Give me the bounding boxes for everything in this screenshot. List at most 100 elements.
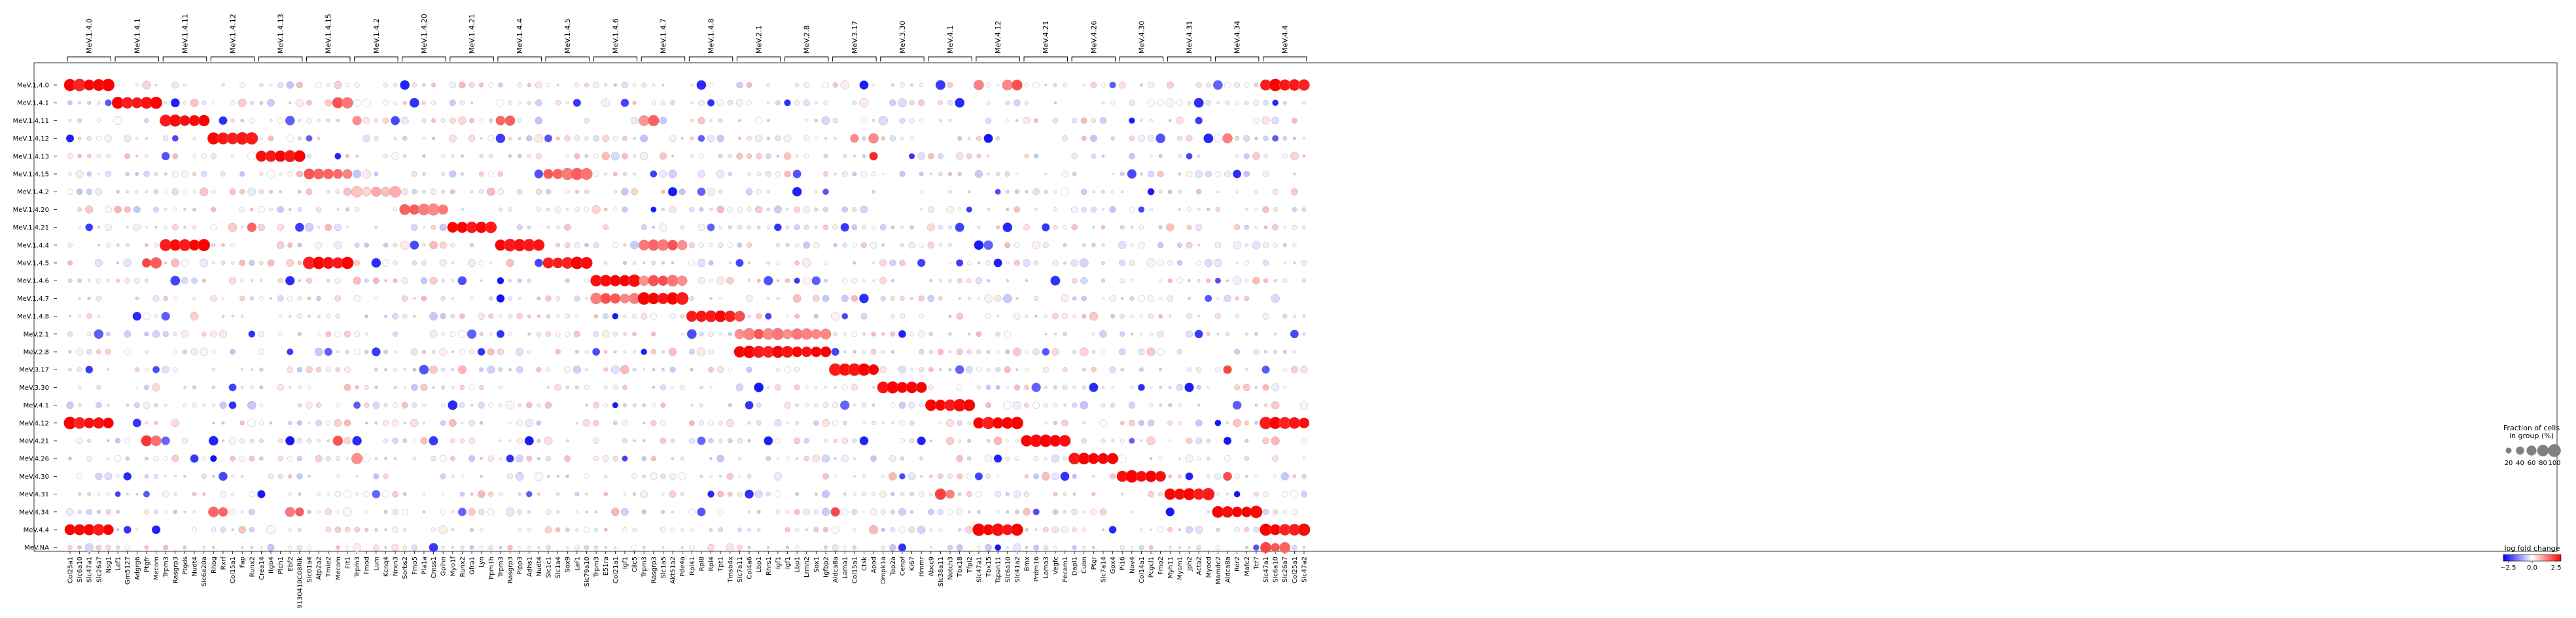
dot — [354, 242, 360, 248]
dot — [852, 438, 857, 443]
dot — [995, 188, 1001, 195]
dot — [374, 421, 378, 425]
gene-label: Nudt4 — [192, 557, 199, 576]
dot — [604, 83, 608, 87]
dot — [612, 402, 619, 409]
dot — [803, 508, 810, 515]
dot — [728, 154, 732, 158]
dot — [526, 135, 533, 142]
dot — [1034, 118, 1038, 123]
dot — [1063, 492, 1067, 496]
dot — [938, 153, 944, 160]
dot — [613, 83, 617, 87]
gene-label: Lef1 — [115, 557, 122, 570]
dot — [1206, 332, 1210, 336]
dot — [429, 330, 438, 338]
dot — [296, 170, 303, 178]
gene-label: Lum — [373, 557, 380, 570]
dot — [679, 188, 686, 196]
dot — [708, 420, 715, 426]
dot — [938, 243, 943, 247]
dot — [1168, 403, 1173, 407]
dot — [200, 171, 207, 177]
dot — [469, 545, 474, 550]
dot — [1158, 154, 1163, 158]
dot — [1262, 313, 1269, 320]
dot — [767, 297, 770, 300]
dot — [288, 528, 292, 532]
dot — [803, 135, 810, 141]
dot — [295, 99, 304, 107]
dot — [881, 421, 885, 424]
group-label: MeV.4.21 — [1042, 21, 1050, 54]
dot — [487, 348, 495, 356]
dot — [1225, 100, 1230, 105]
dot — [383, 438, 388, 443]
dot — [1273, 474, 1277, 479]
dot — [662, 84, 665, 86]
dot — [1091, 350, 1096, 354]
dot — [1207, 510, 1210, 514]
dot — [507, 100, 513, 105]
group-bracket — [67, 56, 111, 61]
dot — [534, 169, 544, 179]
dot — [353, 277, 361, 285]
dot — [68, 368, 72, 371]
dot — [632, 492, 637, 496]
dot — [1293, 172, 1296, 176]
dot — [363, 490, 370, 498]
dot — [374, 528, 378, 532]
dot — [945, 436, 955, 445]
dot — [124, 135, 132, 143]
dot — [1080, 347, 1089, 356]
group-label: MeV.1.4.15 — [325, 14, 333, 54]
group-bracket — [1263, 56, 1307, 61]
dot — [1053, 101, 1057, 105]
dot — [488, 491, 494, 497]
dot — [1195, 116, 1203, 125]
dot — [987, 172, 990, 176]
dot — [124, 545, 130, 551]
dot — [1034, 315, 1038, 318]
dot — [527, 279, 531, 283]
dot — [508, 136, 512, 141]
dot — [1223, 365, 1232, 374]
dot — [239, 82, 245, 88]
dot — [289, 386, 292, 389]
dot — [947, 473, 953, 479]
dot — [879, 224, 887, 231]
dot — [544, 526, 552, 534]
dot — [546, 367, 551, 372]
dot — [669, 135, 677, 142]
dot — [843, 332, 847, 336]
dot — [364, 402, 370, 408]
dot — [1053, 190, 1057, 194]
dot — [593, 242, 599, 249]
dot — [107, 439, 110, 443]
dot — [105, 154, 111, 159]
dot — [785, 545, 790, 549]
dot — [1032, 188, 1040, 196]
dot — [1015, 368, 1019, 371]
dot — [1110, 314, 1115, 318]
dot — [948, 279, 952, 283]
group-bracket — [1071, 56, 1116, 61]
dot — [947, 99, 953, 106]
dot — [1253, 117, 1260, 124]
group-bracket — [1167, 56, 1212, 61]
dot — [212, 261, 215, 265]
row-label: MeV.2.8 — [24, 349, 49, 356]
dot — [164, 261, 168, 265]
dot — [335, 456, 340, 461]
dot — [661, 261, 665, 265]
dot — [488, 313, 494, 319]
gene-label: Slc6a10 — [1273, 557, 1280, 583]
dot — [392, 438, 398, 444]
dot — [881, 350, 885, 354]
dot — [934, 488, 947, 500]
dot — [968, 137, 971, 140]
dot — [332, 436, 344, 446]
dot — [889, 259, 896, 267]
dot — [643, 368, 646, 371]
dot — [1254, 421, 1258, 425]
